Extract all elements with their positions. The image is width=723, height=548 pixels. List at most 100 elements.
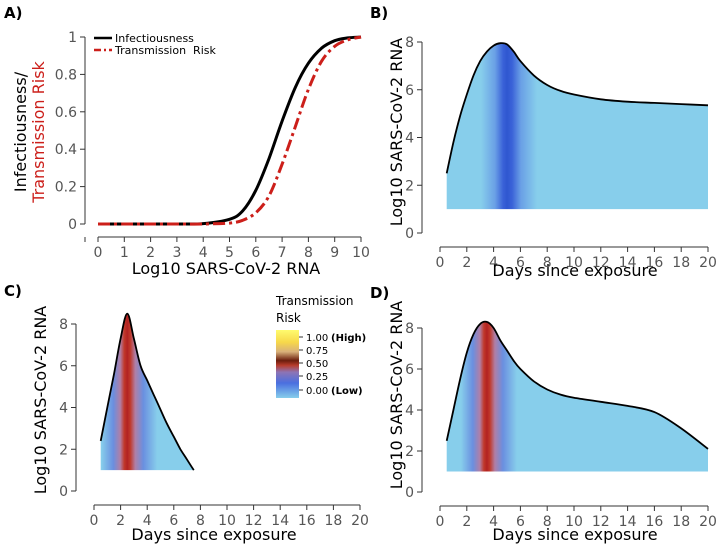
c-xlabel: Days since exposure <box>131 525 296 544</box>
colorbar-title-line-1: Transmission <box>275 294 354 308</box>
b-viral-load-curve <box>445 42 709 174</box>
c-ytick-label: 0 <box>59 484 68 500</box>
b-xtick-label: 12 <box>592 255 610 271</box>
b-ytick-label: 2 <box>405 178 414 194</box>
a-xtick-label: 5 <box>225 245 234 261</box>
d-xtick-label: 10 <box>565 514 583 530</box>
panel-a: A) 0 0.2 0.4 0.6 0.8 1 0 1 2 3 4 5 6 7 8 9 10 Infectiou… <box>4 4 370 278</box>
b-ytick-label: 4 <box>405 131 414 147</box>
a-xtick-label: 1 <box>120 245 129 261</box>
d-ytick-label: 0 <box>405 485 414 501</box>
a-xtick-label: 6 <box>251 245 260 261</box>
c-viral-load-curve <box>99 312 195 471</box>
d-xlabel: Days since exposure <box>492 525 657 544</box>
b-xtick-label: 20 <box>699 255 717 271</box>
b-xtick-label: 0 <box>436 255 445 271</box>
b-viral-load-area <box>446 43 708 210</box>
c-xtick-label: 8 <box>196 513 205 529</box>
c-ytick-label: 4 <box>59 401 68 417</box>
a-xtick-label: 8 <box>304 245 313 261</box>
c-xtick-label: 6 <box>169 513 178 529</box>
c-xtick-label: 10 <box>218 513 236 529</box>
c-ytick-label: 8 <box>59 317 68 333</box>
c-xtick-label: 0 <box>90 513 99 529</box>
a-xtick-label: 2 <box>146 245 155 261</box>
d-ytick-label: 2 <box>405 444 414 460</box>
a-ytick-label: 0.4 <box>55 142 77 158</box>
a-ytick-label: 0.6 <box>55 105 77 121</box>
c-xtick-label: 12 <box>245 513 263 529</box>
colorbar-tick-note: (High) <box>331 333 366 344</box>
b-xtick-label: 10 <box>565 255 583 271</box>
b-xtick-label: 8 <box>543 255 552 271</box>
colorbar-tick-label: 0.00 <box>306 386 328 397</box>
a-ytick-label: 0.2 <box>55 180 77 196</box>
a-ytick-label: 0.8 <box>55 67 77 83</box>
panel-c-label: C) <box>4 282 22 300</box>
b-xtick-label: 18 <box>672 255 690 271</box>
d-ytick-label: 8 <box>405 321 414 337</box>
b-ytick-label: 8 <box>405 35 414 51</box>
d-viral-load-curve <box>445 320 709 450</box>
colorbar-tick-label: 0.50 <box>306 359 328 370</box>
a-xtick-label: 0 <box>94 245 103 261</box>
series-transmission-risk <box>98 35 362 226</box>
c-xtick-label: 4 <box>143 513 152 529</box>
legend-label-transmission-risk: Transmission Risk <box>114 44 216 57</box>
panel-b: B) 0 2 4 6 8 0 2 4 6 8 10 12 14 16 18 20 Log10 SARS-Co… <box>370 4 717 280</box>
c-xtick-label: 16 <box>298 513 316 529</box>
legend: Infectiousness Transmission Risk <box>94 32 216 57</box>
d-xtick-label: 16 <box>645 514 663 530</box>
c-xtick-label: 20 <box>351 513 369 529</box>
d-viral-load-area <box>446 321 708 472</box>
b-ytick-label: 0 <box>405 226 414 242</box>
b-xtick-label: 16 <box>645 255 663 271</box>
d-xtick-label: 6 <box>516 514 525 530</box>
d-xtick-label: 8 <box>543 514 552 530</box>
b-xtick-label: 6 <box>516 255 525 271</box>
d-xtick-label: 20 <box>699 514 717 530</box>
colorbar-tick-label: 1.00 <box>306 333 328 344</box>
colorbar-tick-note: (Low) <box>331 386 363 397</box>
colorbar: Transmission Risk 1.00 (High)0.75 0.50 0.25… <box>275 294 366 398</box>
panel-a-label: A) <box>4 4 22 22</box>
colorbar-tick-label: 0.75 <box>306 346 328 357</box>
d-xtick-label: 4 <box>489 514 498 530</box>
d-ylabel: Log10 SARS-CoV-2 RNA <box>387 301 406 490</box>
panel-d: D) 0 2 4 6 8 0 2 4 6 8 10 12 14 16 18 20 Log10 SARS-Co… <box>370 284 717 544</box>
a-xtick-label: 4 <box>199 245 208 261</box>
b-xtick-label: 4 <box>489 255 498 271</box>
d-xtick-label: 18 <box>672 514 690 530</box>
b-xlabel: Days since exposure <box>492 261 657 280</box>
a-ytick-label: 1 <box>68 30 77 46</box>
c-xtick-label: 18 <box>324 513 342 529</box>
b-xtick-label: 14 <box>619 255 637 271</box>
a-ytick-label: 0 <box>68 217 77 233</box>
d-xtick-label: 14 <box>619 514 637 530</box>
c-ytick-label: 2 <box>59 442 68 458</box>
legend-label-infectiousness: Infectiousness <box>115 32 194 45</box>
d-ytick-label: 4 <box>405 403 414 419</box>
d-xtick-label: 0 <box>436 514 445 530</box>
d-ytick-label: 6 <box>405 362 414 378</box>
a-xtick-label: 7 <box>278 245 287 261</box>
c-ytick-label: 6 <box>59 359 68 375</box>
b-ytick-label: 6 <box>405 83 414 99</box>
c-xtick-label: 14 <box>271 513 289 529</box>
panel-c: C) 0 2 4 6 8 0 2 4 6 8 10 12 14 16 18 20 Log10 SARS-Co… <box>4 282 369 544</box>
a-xtick-label: 3 <box>172 245 181 261</box>
colorbar-gradient <box>276 330 299 398</box>
a-ylabel-line-1: Infectiousness/ <box>11 71 30 192</box>
panel-b-label: B) <box>370 4 388 22</box>
a-xlabel: Log10 SARS-CoV-2 RNA <box>132 259 321 278</box>
c-ylabel: Log10 SARS-CoV-2 RNA <box>31 306 50 495</box>
c-xtick-label: 2 <box>116 513 125 529</box>
d-xtick-label: 12 <box>592 514 610 530</box>
b-xtick-label: 2 <box>462 255 471 271</box>
a-xtick-label: 10 <box>352 245 370 261</box>
panel-d-label: D) <box>370 284 389 302</box>
d-xtick-label: 2 <box>462 514 471 530</box>
a-xtick-label: 9 <box>330 245 339 261</box>
colorbar-tick-label: 0.25 <box>306 372 328 383</box>
